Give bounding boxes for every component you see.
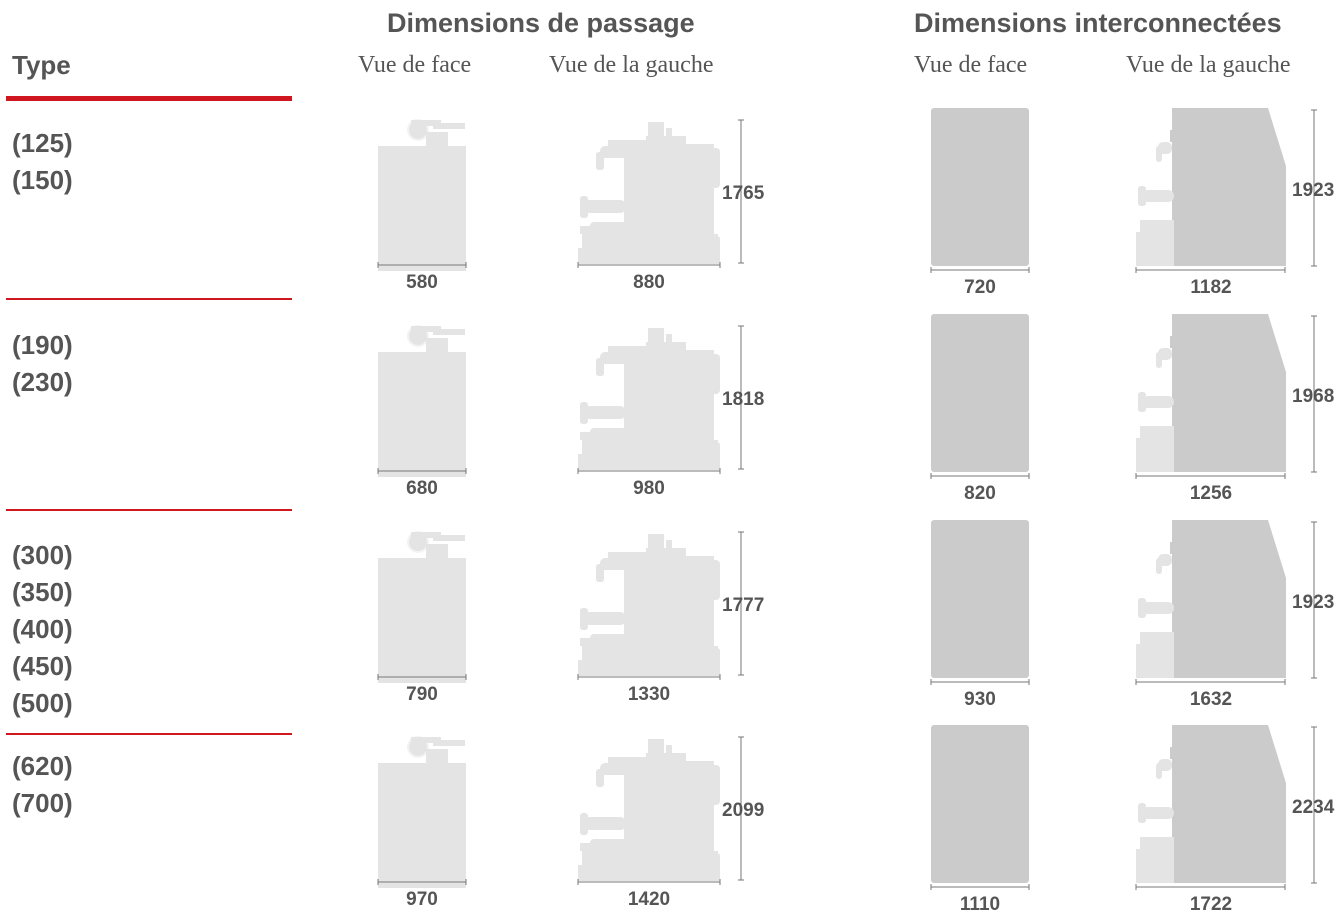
interconnected-front-width-value: 930 <box>964 689 996 710</box>
interconnected-left-width-value: 1722 <box>1189 894 1233 915</box>
type-column-header: Type <box>12 50 71 80</box>
passage-height-value: 2099 <box>722 800 765 821</box>
header-divider <box>6 96 292 101</box>
interconnected-height-value: 1923 <box>1292 592 1335 613</box>
type-value: (125) <box>12 128 73 158</box>
type-list-row-2: (190) (230) <box>12 327 73 401</box>
passage-front-width-value: 680 <box>406 478 438 499</box>
interconnected-front-view-drawing <box>931 108 1029 266</box>
type-value: (150) <box>12 165 73 195</box>
type-value: (190) <box>12 330 73 360</box>
passage-left-width-value: 880 <box>633 272 665 293</box>
passage-height-value: 1818 <box>722 389 765 410</box>
interconnected-left-width-value: 1182 <box>1190 277 1232 298</box>
passage-front-view-drawing <box>377 325 467 478</box>
type-value: (300) <box>12 540 73 570</box>
type-value: (450) <box>12 651 73 681</box>
passage-left-width-value: 1420 <box>627 889 671 910</box>
passage-left-view-drawing <box>578 328 720 470</box>
interconnected-front-view-drawing <box>931 520 1029 678</box>
passage-left-view-drawing <box>578 739 720 881</box>
type-list-row-3: (300) (350) (400) (450) (500) <box>12 537 73 722</box>
interconnected-height-value: 1968 <box>1292 386 1335 407</box>
type-value: (620) <box>12 751 73 781</box>
interconnected-front-width-value: 1110 <box>959 894 1001 915</box>
interconnected-front-view-drawing <box>931 725 1029 883</box>
interconnected-left-view-label: Vue de la gauche <box>1126 52 1291 78</box>
row-divider <box>6 733 292 735</box>
type-list-row-4: (620) (700) <box>12 748 73 822</box>
passage-left-view-drawing <box>578 534 720 676</box>
interconnected-front-width-value: 720 <box>964 277 996 298</box>
row-divider <box>6 509 292 511</box>
passage-front-view-drawing <box>377 531 467 684</box>
passage-front-view-label: Vue de face <box>358 52 472 78</box>
passage-front-width-value: 970 <box>406 889 438 910</box>
passage-front-view-drawing <box>377 736 467 889</box>
interconnected-left-view-drawing <box>1136 314 1286 472</box>
type-value: (700) <box>12 788 73 818</box>
passage-front-view-drawing <box>377 119 467 272</box>
interconnected-front-width-value: 820 <box>964 483 996 504</box>
passage-left-view-label: Vue de la gauche <box>549 52 714 78</box>
type-value: (400) <box>12 614 73 644</box>
passage-left-width-value: 1330 <box>627 684 671 705</box>
passage-front-width-value: 790 <box>406 684 438 705</box>
passage-left-width-value: 980 <box>633 478 665 499</box>
passage-front-width-value: 580 <box>406 272 438 293</box>
type-list-row-1: (125) (150) <box>12 125 73 199</box>
interconnected-height-value: 1923 <box>1292 180 1335 201</box>
type-value: (350) <box>12 577 73 607</box>
interconnected-height-value: 2234 <box>1292 797 1335 818</box>
type-value: (500) <box>12 688 73 718</box>
interconnected-left-view-drawing <box>1136 108 1286 266</box>
passage-height-value: 1765 <box>722 183 765 204</box>
passage-left-view-drawing <box>578 122 720 264</box>
type-value: (230) <box>12 367 73 397</box>
interconnected-front-view-drawing <box>931 314 1029 472</box>
interconnected-front-view-label: Vue de face <box>914 52 1028 78</box>
passage-height-value: 1777 <box>722 595 765 616</box>
interconnected-dimensions-title: Dimensions interconnectées <box>914 8 1282 38</box>
interconnected-left-view-drawing <box>1136 725 1286 883</box>
passage-dimensions-title: Dimensions de passage <box>387 8 695 38</box>
row-divider <box>6 298 292 300</box>
interconnected-left-view-drawing <box>1136 520 1286 678</box>
interconnected-left-width-value: 1256 <box>1189 483 1233 504</box>
interconnected-left-width-value: 1632 <box>1189 689 1233 710</box>
